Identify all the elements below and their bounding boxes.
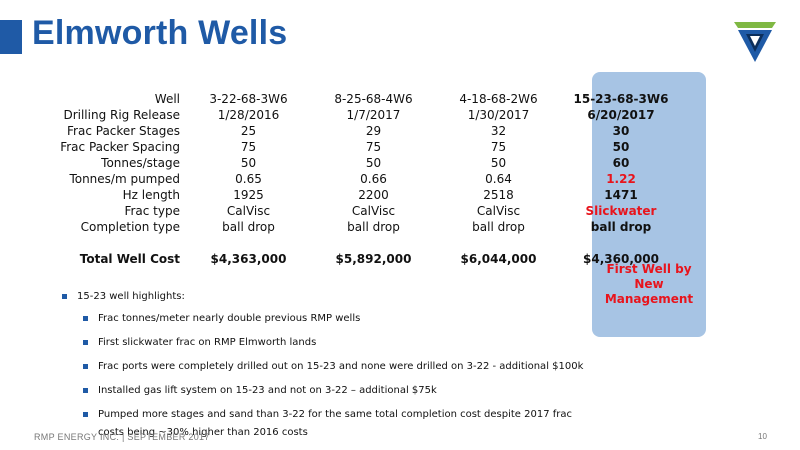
highlight-item: Frac tonnes/meter nearly double previous… [83,310,593,328]
cell-well-4-18: 50 [490,156,507,170]
cell-well-15-23: ball drop [590,220,652,234]
cell-well-3-22: ball drop [222,220,275,234]
table-row: Well 3-22-68-3W6 8-25-68-4W6 4-18-68-2W6 15-… [50,91,681,107]
first-well-callout: First Well by New Management [592,262,706,307]
cell-well-15-23: Slickwater [585,204,657,218]
cell-well-4-18: 1/30/2017 [467,108,530,122]
cell-well-8-25: ball drop [347,220,400,234]
table-row: Drilling Rig Release 1/28/2016 1/7/2017 1/3… [50,107,681,123]
row-label: Hz length [122,188,180,202]
square-bullet-icon [83,340,88,345]
highlight-item: Frac ports were completely drilled out o… [83,358,593,376]
square-bullet-icon [83,412,88,417]
rmp-logo-icon [734,22,776,62]
cell-well-3-22: 0.65 [235,172,262,186]
cell-well-8-25: 8-25-68-4W6 [334,92,413,106]
cell-well-8-25: CalVisc [351,204,396,218]
total-well-8-25: $5,892,000 [335,252,412,266]
highlight-item-text: Pumped more stages and sand than 3-22 fo… [98,409,573,438]
square-bullet-icon [83,388,88,393]
highlights-heading: 15-23 well highlights: [62,288,593,304]
cell-well-3-22: 25 [240,124,257,138]
square-bullet-icon [62,293,67,299]
total-well-4-18: $6,044,000 [460,252,537,266]
highlight-item: Pumped more stages and sand than 3-22 fo… [83,406,593,442]
cell-well-3-22: 50 [240,156,257,170]
total-label: Total Well Cost [79,252,180,266]
slide-title: Elmworth Wells [32,14,288,52]
cell-well-15-23: 30 [612,124,630,138]
cell-well-15-23: 50 [612,140,630,154]
cell-well-3-22: 75 [240,140,257,154]
cell-well-4-18: ball drop [472,220,525,234]
table-row: Frac Packer Spacing 75 75 75 50 [50,139,681,155]
page-number: 10 [758,432,767,441]
highlight-item: Installed gas lift system on 15-23 and n… [83,382,593,400]
footer-text: RMP ENERGY INC. | SEPTEMBER 2017 [34,432,210,442]
cell-well-8-25: 1/7/2017 [346,108,401,122]
highlights-list: 15-23 well highlights: Frac tonnes/meter… [62,288,593,442]
cell-well-8-25: 29 [365,124,382,138]
square-bullet-icon [83,316,88,321]
cell-well-15-23: 60 [612,156,630,170]
highlight-column-panel [592,72,706,337]
cell-well-3-22: 3-22-68-3W6 [209,92,288,106]
cell-well-15-23: 1.22 [606,172,636,186]
row-label: Drilling Rig Release [63,108,180,122]
row-label: Completion type [80,220,180,234]
row-label: Well [154,92,180,106]
cell-well-4-18: 2518 [483,188,514,202]
table-row: Hz length 1925 2200 2518 1471 [50,187,681,203]
table-row: Frac Packer Stages 25 29 32 30 [50,123,681,139]
cell-well-15-23: 15-23-68-3W6 [573,92,669,106]
cell-well-4-18: 4-18-68-2W6 [459,92,538,106]
highlight-item-text: Installed gas lift system on 15-23 and n… [98,385,437,396]
cell-well-8-25: 0.66 [360,172,387,186]
cell-well-4-18: CalVisc [476,204,521,218]
highlight-item-text: Frac tonnes/meter nearly double previous… [98,313,361,324]
row-label: Frac Packer Stages [67,124,180,138]
cell-well-3-22: 1925 [233,188,264,202]
title-accent-bar [0,20,22,54]
row-label: Frac type [124,204,180,218]
total-row: Total Well Cost $4,363,000 $5,892,000 $6,04… [50,235,681,267]
total-well-15-23: $4,360,000 [583,252,659,266]
cell-well-8-25: 75 [365,140,382,154]
table-row: Completion type ball drop ball drop ball dr… [50,219,681,235]
total-well-3-22: $4,363,000 [210,252,287,266]
highlight-item: First slickwater frac on RMP Elmworth la… [83,334,593,352]
cell-well-3-22: CalVisc [226,204,271,218]
table-row: Tonnes/m pumped 0.65 0.66 0.64 1.22 [50,171,681,187]
cell-well-3-22: 1/28/2016 [217,108,280,122]
row-label: Tonnes/m pumped [69,172,180,186]
callout-line-2: New Management [604,277,694,306]
cell-well-15-23: 1471 [604,188,638,202]
wells-comparison-table: Well 3-22-68-3W6 8-25-68-4W6 4-18-68-2W6 15-… [50,91,681,267]
highlight-item-text: Frac ports were completely drilled out o… [98,361,584,372]
row-label: Tonnes/stage [101,156,180,170]
table-row: Tonnes/stage 50 50 50 60 [50,155,681,171]
cell-well-8-25: 50 [365,156,382,170]
cell-well-4-18: 0.64 [485,172,512,186]
cell-well-15-23: 6/20/2017 [587,108,655,122]
callout-line-1: First Well by [606,262,692,276]
cell-well-4-18: 32 [490,124,507,138]
cell-well-4-18: 75 [490,140,507,154]
row-label: Frac Packer Spacing [60,140,180,154]
square-bullet-icon [83,364,88,369]
cell-well-8-25: 2200 [358,188,389,202]
highlight-item-text: First slickwater frac on RMP Elmworth la… [98,337,317,348]
table-row: Frac type CalVisc CalVisc CalVisc Slickwater [50,203,681,219]
